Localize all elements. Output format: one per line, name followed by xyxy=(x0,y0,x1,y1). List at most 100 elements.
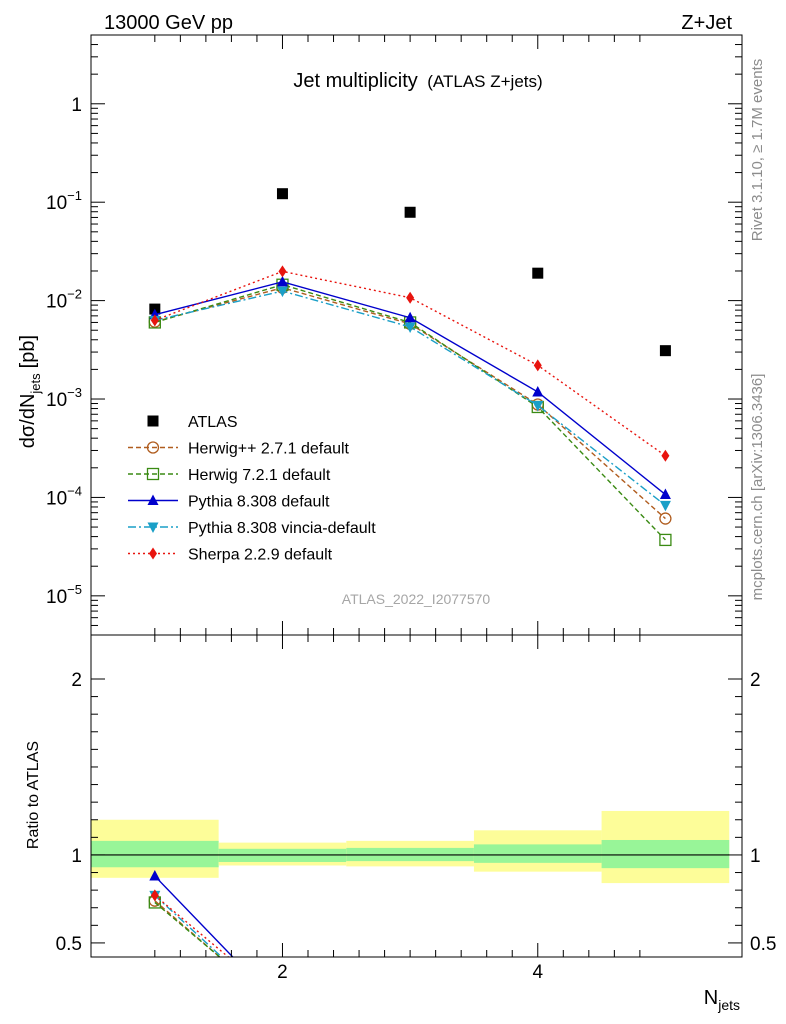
data-point xyxy=(659,488,671,500)
main-y-tick-labels: 10−510−410−310−210−11 xyxy=(46,95,82,608)
ratio-data-point xyxy=(660,1019,671,1024)
main-y-axis-label: dσ/dNjets [pb] xyxy=(17,335,43,448)
data-point xyxy=(276,188,288,200)
rivet-info-label: Rivet 3.1.10, ≥ 1.7M events xyxy=(749,59,766,242)
ratio-data-point xyxy=(277,1004,288,1015)
x-axis-label-sub: jets xyxy=(717,997,740,1013)
ratio-series-line xyxy=(154,894,223,957)
ratio-data-point xyxy=(661,1010,669,1022)
main-y-tick-label-exponent: −2 xyxy=(67,287,82,302)
ratio-data-point xyxy=(405,1014,416,1024)
legend-item: ATLAS xyxy=(147,414,238,431)
ratio-y-tick-label: 0.5 xyxy=(56,934,82,955)
main-y-tick-label-exponent: −4 xyxy=(67,483,82,498)
stat-uncertainty-band xyxy=(473,844,602,863)
main-panel: 10−510−410−310−210−11 Jet multiplicity (… xyxy=(17,34,743,636)
legend-label: ATLAS xyxy=(188,414,238,431)
x-tick-label: 2 xyxy=(277,962,288,983)
legend-label: Sherpa 2.2.9 default xyxy=(188,547,333,564)
data-point xyxy=(661,449,670,462)
main-y-tick-label: 10−1 xyxy=(46,188,82,214)
legend-label: Pythia 8.308 default xyxy=(188,494,330,511)
data-point xyxy=(532,385,544,397)
ratio-data-point xyxy=(532,1017,543,1024)
main-y-axis-label-main: dσ/dN xyxy=(17,394,39,449)
ratio-data-point xyxy=(405,1010,416,1021)
main-y-tick-label: 1 xyxy=(71,95,82,116)
ratio-data-point xyxy=(405,1013,416,1024)
ratio-data-point xyxy=(406,1001,414,1013)
data-point xyxy=(150,314,159,327)
series-line xyxy=(154,283,666,541)
ratio-y-tick-label-right: 2 xyxy=(750,670,761,691)
ratio-series-line xyxy=(154,901,221,957)
ratio-y-tick-labels: 0.5 0.5 1 1 2 2 xyxy=(56,670,777,955)
main-panel-frame xyxy=(90,34,743,636)
chart-title-main: Jet multiplicity xyxy=(293,70,417,92)
legend-marker xyxy=(149,547,157,560)
data-point xyxy=(532,400,544,412)
ratio-y-tick-label-right: 0.5 xyxy=(750,934,776,955)
x-axis-label-main: N xyxy=(704,987,718,1009)
ratio-data-point xyxy=(277,1003,288,1014)
data-point xyxy=(406,291,415,304)
main-y-tick-label-exponent: −5 xyxy=(67,582,82,597)
ratio-y-tick-label: 1 xyxy=(71,846,82,867)
main-y-tick-label-base: 10 xyxy=(46,292,67,313)
stat-uncertainty-band xyxy=(91,840,219,868)
ratio-series-layer xyxy=(148,870,671,1024)
ratio-data-point xyxy=(277,1008,288,1019)
legend-marker xyxy=(146,441,160,454)
data-point xyxy=(276,286,288,298)
data-point xyxy=(659,512,672,525)
ratio-data-point xyxy=(532,1014,543,1024)
data-point xyxy=(278,265,287,278)
legend-label: Pythia 8.308 vincia-default xyxy=(188,520,376,537)
main-y-tick-label-exponent: −3 xyxy=(67,385,82,400)
legend-item: Herwig 7.2.1 default xyxy=(128,467,331,484)
ratio-y-tick-label-right: 1 xyxy=(750,846,761,867)
data-point xyxy=(659,345,671,357)
ratio-y-axis-label: Ratio to ATLAS xyxy=(25,741,42,849)
legend-item: Pythia 8.308 default xyxy=(128,494,330,511)
ratio-panel-frame xyxy=(90,634,743,958)
main-y-tick-label-base: 10 xyxy=(46,390,67,411)
main-y-tick-label-base: 10 xyxy=(46,488,67,509)
ratio-data-point xyxy=(149,870,161,881)
main-y-tick-label: 10−3 xyxy=(46,385,82,411)
data-point xyxy=(533,359,542,372)
header-process-label: Z+Jet xyxy=(681,12,732,34)
ratio-data-point xyxy=(150,889,159,902)
ratio-y-tick-label: 2 xyxy=(71,670,82,691)
ratio-data-point xyxy=(532,1018,543,1024)
data-point xyxy=(532,267,544,279)
data-point xyxy=(404,206,416,218)
legend: ATLAS Herwig++ 2.7.1 default Herwig 7.2.1 … xyxy=(128,414,376,564)
analysis-watermark: ATLAS_2022_I2077570 xyxy=(342,591,491,607)
chart-title-sub: (ATLAS Z+jets) xyxy=(427,72,542,91)
ratio-data-point xyxy=(277,1006,288,1017)
ratio-data-point xyxy=(278,996,286,1008)
main-y-tick-label: 10−5 xyxy=(46,582,82,608)
legend-label: Herwig++ 2.7.1 default xyxy=(188,441,350,458)
ratio-data-point xyxy=(534,1004,542,1016)
x-axis-label: Njets xyxy=(704,987,740,1013)
chart-title: Jet multiplicity (ATLAS Z+jets) xyxy=(293,70,542,92)
data-point xyxy=(276,275,288,287)
main-y-tick-label-base: 10 xyxy=(46,587,67,608)
series-line xyxy=(154,270,666,457)
main-series-layer xyxy=(148,188,672,547)
legend-marker xyxy=(146,467,160,481)
legend-item: Sherpa 2.2.9 default xyxy=(128,547,333,564)
data-point xyxy=(404,311,416,323)
main-y-axis-label-unit: [pb] xyxy=(17,335,39,368)
legend-marker xyxy=(147,522,159,533)
main-panel-ticks xyxy=(91,34,742,636)
ratio-uncertainty-bands xyxy=(91,810,730,884)
legend-marker xyxy=(147,415,159,427)
data-point xyxy=(404,322,416,333)
header-energy-label: 13000 GeV pp xyxy=(104,12,233,34)
main-y-tick-label-base: 1 xyxy=(71,95,82,116)
